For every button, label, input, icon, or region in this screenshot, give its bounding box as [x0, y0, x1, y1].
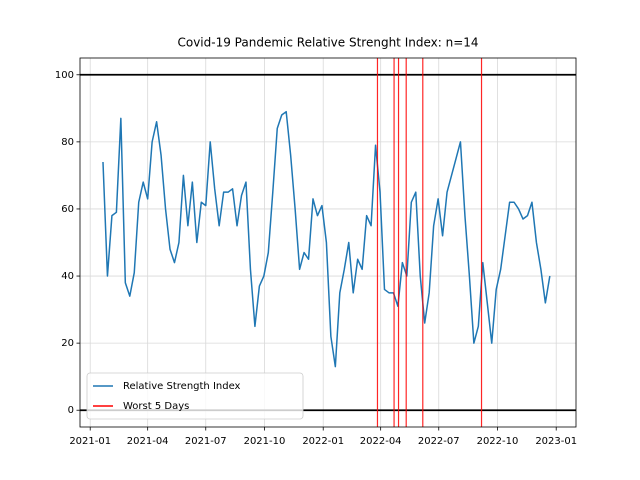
- legend-box: [86, 372, 304, 420]
- x-tick-label: 2021-01: [69, 436, 111, 447]
- y-tick-label: 80: [61, 137, 74, 148]
- y-tick-label: 20: [61, 338, 74, 349]
- y-tick-label: 60: [61, 204, 74, 215]
- x-tick-label: 2022-04: [360, 436, 402, 447]
- x-tick-label: 2021-10: [244, 436, 286, 447]
- x-tick-label: 2021-04: [127, 436, 169, 447]
- x-tick-label: 2021-07: [185, 436, 227, 447]
- chart-title: Covid-19 Pandemic Relative Strenght Inde…: [177, 36, 478, 50]
- legend-label: Relative Strength Index: [123, 381, 241, 392]
- y-tick-label: 40: [61, 271, 74, 282]
- x-tick-label: 2023-01: [535, 436, 577, 447]
- y-tick-label: 0: [68, 405, 74, 416]
- x-tick-label: 2022-10: [477, 436, 519, 447]
- rsi-line: [102, 110, 551, 368]
- x-tick-label: 2022-07: [418, 436, 460, 447]
- legend-label: Worst 5 Days: [123, 401, 189, 412]
- x-tick-label: 2022-01: [302, 436, 344, 447]
- plot-frame: [79, 57, 577, 428]
- y-tick-label: 100: [55, 70, 74, 81]
